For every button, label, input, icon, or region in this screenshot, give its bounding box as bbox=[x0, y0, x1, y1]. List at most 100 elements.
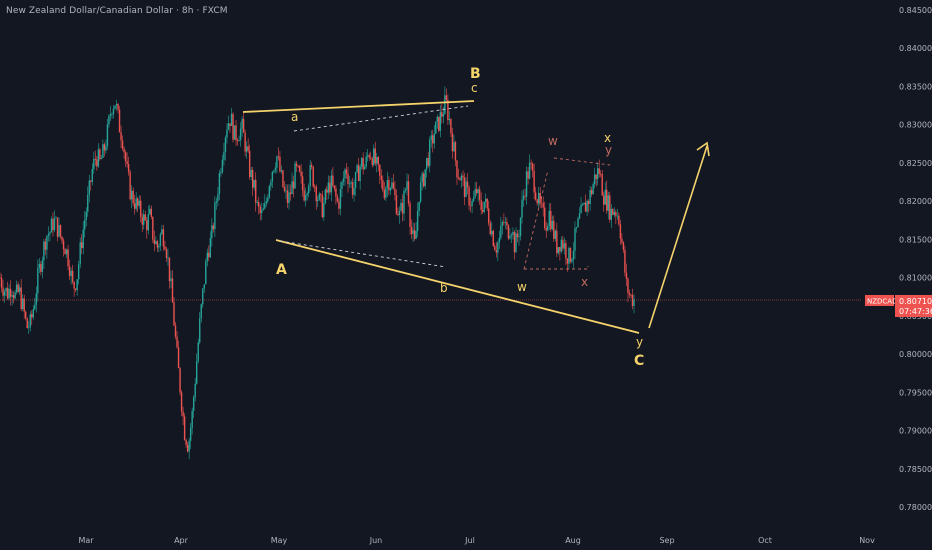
candle-body bbox=[215, 201, 218, 203]
candle-body bbox=[557, 247, 560, 254]
candle-body bbox=[84, 219, 86, 230]
candle-body bbox=[580, 204, 582, 214]
candle-body bbox=[392, 182, 395, 189]
candle-body bbox=[314, 186, 316, 188]
candle-body bbox=[244, 132, 246, 152]
candle-body bbox=[510, 234, 513, 236]
candle-body bbox=[400, 202, 402, 211]
candle-body bbox=[415, 231, 417, 239]
candle-body bbox=[424, 169, 426, 187]
candle-body bbox=[559, 247, 561, 252]
candle-body bbox=[34, 304, 36, 310]
candle-body bbox=[156, 241, 159, 248]
candle-body bbox=[441, 112, 443, 117]
x-tick-label: Jun bbox=[369, 536, 383, 545]
candle-body bbox=[168, 257, 171, 282]
candle-body bbox=[109, 114, 112, 116]
candle-body bbox=[460, 175, 463, 181]
candle-body bbox=[326, 189, 328, 193]
candle-body bbox=[427, 157, 429, 166]
candle-body bbox=[398, 210, 401, 216]
candle-body bbox=[77, 264, 80, 280]
candle-body bbox=[264, 203, 266, 209]
candle-body bbox=[0, 277, 3, 288]
candle-body bbox=[625, 272, 628, 279]
candle-body bbox=[568, 247, 570, 264]
candle-body bbox=[303, 190, 305, 201]
y-tick-label: 0.78500 bbox=[899, 465, 932, 474]
candle-body bbox=[327, 182, 330, 193]
candle-body bbox=[619, 224, 622, 239]
candle-body bbox=[468, 187, 470, 206]
candle-body bbox=[18, 287, 21, 292]
symbol-tag-text: NZDCAD bbox=[867, 298, 898, 306]
candle-body bbox=[374, 148, 376, 164]
candle-body bbox=[58, 224, 60, 237]
candle-body bbox=[40, 263, 42, 272]
candle-body bbox=[366, 155, 369, 157]
candle-body bbox=[593, 174, 596, 185]
candle-body bbox=[106, 124, 109, 147]
candle-body bbox=[462, 175, 464, 178]
candle-body bbox=[217, 194, 219, 202]
candle-body bbox=[2, 287, 4, 296]
candle-body bbox=[220, 171, 222, 174]
candle-body bbox=[329, 182, 331, 193]
candle-body bbox=[592, 184, 594, 195]
candle-body bbox=[627, 278, 629, 294]
candle-body bbox=[613, 211, 616, 215]
candle-body bbox=[621, 238, 623, 243]
candle-body bbox=[76, 279, 78, 291]
candle-body bbox=[140, 200, 142, 218]
candle-body bbox=[285, 190, 287, 192]
candle-body bbox=[133, 203, 136, 209]
candle-body bbox=[524, 195, 526, 197]
candle-body bbox=[138, 200, 140, 206]
candle-body bbox=[300, 171, 302, 177]
candle-body bbox=[267, 197, 269, 202]
price-axis[interactable]: 0.84500 0.84000 0.83500 0.83000 0.82500 0.820… bbox=[899, 6, 932, 512]
candle-body bbox=[444, 95, 446, 114]
candle-body bbox=[49, 232, 51, 235]
candle-body bbox=[147, 214, 149, 231]
candle-body bbox=[171, 278, 174, 303]
candle-body bbox=[158, 245, 160, 248]
candle-body bbox=[368, 155, 370, 158]
candle-body bbox=[192, 397, 195, 412]
candle-body bbox=[126, 161, 128, 165]
candle-body bbox=[426, 157, 428, 170]
candle-body bbox=[495, 250, 498, 253]
y-tick-label: 0.81500 bbox=[899, 235, 932, 244]
candle-body bbox=[333, 185, 336, 189]
candle-body bbox=[439, 112, 442, 131]
candle-body bbox=[347, 173, 349, 185]
candle-body bbox=[382, 179, 384, 191]
candle-body bbox=[610, 208, 613, 220]
candle-body bbox=[282, 170, 284, 187]
candle-body bbox=[28, 327, 30, 329]
candle-body bbox=[550, 210, 552, 230]
candle-body bbox=[15, 284, 18, 293]
candle-body bbox=[65, 249, 68, 255]
candle-body bbox=[481, 209, 484, 212]
candle-body bbox=[321, 194, 323, 218]
candle-body bbox=[162, 229, 165, 247]
y-tick-label: 0.78000 bbox=[899, 503, 932, 512]
candle-body bbox=[117, 103, 119, 110]
wave-label-c: c bbox=[471, 81, 478, 95]
candle-body bbox=[31, 314, 33, 318]
candle-body bbox=[584, 202, 587, 212]
candle-body bbox=[536, 199, 538, 204]
candle-body bbox=[304, 195, 307, 201]
candle-body bbox=[560, 239, 563, 252]
candle-body bbox=[8, 288, 10, 299]
candle-body bbox=[253, 179, 255, 188]
time-axis[interactable]: Mar Apr May Jun Jul Aug Sep Oct Nov bbox=[78, 536, 875, 545]
y-tick-label: 0.83500 bbox=[899, 82, 932, 91]
candle-body bbox=[74, 288, 77, 291]
candle-body bbox=[59, 224, 62, 237]
candle-body bbox=[247, 146, 249, 151]
y-tick-label: 0.82500 bbox=[899, 159, 932, 168]
candle-body bbox=[486, 198, 488, 209]
